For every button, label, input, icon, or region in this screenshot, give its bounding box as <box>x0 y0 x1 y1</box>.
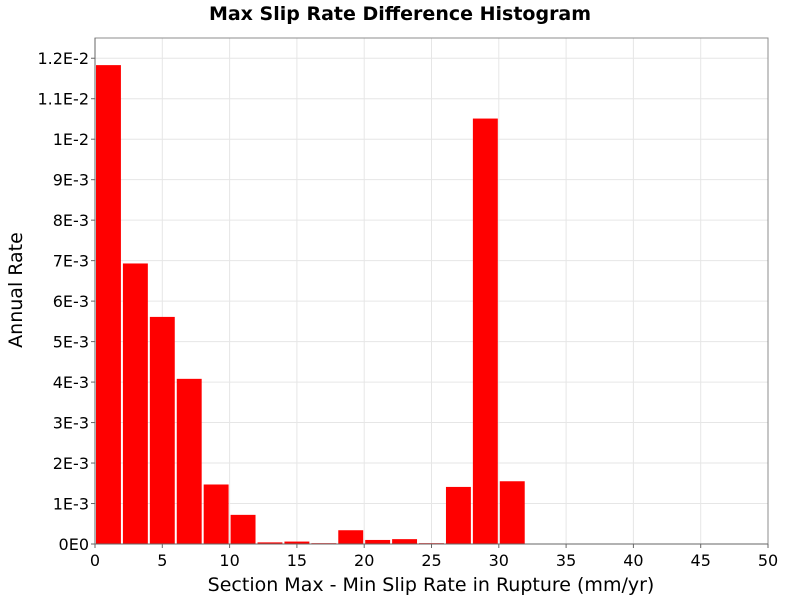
x-tick-label: 25 <box>421 551 441 570</box>
y-tick-label: 1E-2 <box>53 130 89 149</box>
x-tick-label: 0 <box>90 551 100 570</box>
y-tick-label: 9E-3 <box>53 171 89 190</box>
x-tick-label: 10 <box>219 551 239 570</box>
histogram-bar <box>149 316 175 544</box>
histogram-bar <box>122 263 148 544</box>
histogram-bar <box>365 539 391 544</box>
y-tick-label: 6E-3 <box>53 292 89 311</box>
y-tick-label: 4E-3 <box>53 373 89 392</box>
x-tick-label: 5 <box>157 551 167 570</box>
y-axis-label: Annual Rate <box>5 232 27 348</box>
axes: 0E0 1E-3 2E-3 3E-3 4E-3 5E-3 6E-3 7E-3 8E-3 9E-3 1… <box>37 38 778 570</box>
x-tick-label: 45 <box>691 551 711 570</box>
histogram-bar <box>284 541 310 544</box>
chart-title: Max Slip Rate Difference Histogram <box>209 3 591 25</box>
x-axis-label: Section Max - Min Slip Rate in Rupture (… <box>208 574 655 596</box>
histogram-bar <box>445 486 471 544</box>
x-tick-label: 35 <box>556 551 576 570</box>
histogram-bar <box>472 118 498 544</box>
y-tick-label: 7E-3 <box>53 252 89 271</box>
bars <box>96 65 525 545</box>
histogram-bar <box>96 65 121 545</box>
x-tick-label: 20 <box>354 551 374 570</box>
histogram-bar <box>338 530 364 544</box>
histogram-bar <box>392 539 418 544</box>
x-tick-label: 50 <box>758 551 778 570</box>
histogram-bar <box>257 542 283 544</box>
histogram-bar <box>203 484 229 544</box>
y-tick-label: 8E-3 <box>53 211 89 230</box>
y-tick-label: 5E-3 <box>53 333 89 352</box>
x-tick-label: 30 <box>489 551 509 570</box>
y-tick-label: 1.1E-2 <box>37 90 89 109</box>
histogram-bar <box>230 514 256 544</box>
x-tick-label: 40 <box>623 551 643 570</box>
y-tick-label: 1.2E-2 <box>37 49 89 68</box>
y-tick-label: 0E0 <box>59 535 89 554</box>
y-tick-label: 1E-3 <box>53 495 89 514</box>
y-tick-label: 3E-3 <box>53 414 89 433</box>
x-tick-label: 15 <box>287 551 307 570</box>
histogram-bar <box>176 378 202 544</box>
y-tick-label: 2E-3 <box>53 454 89 473</box>
histogram-bar <box>499 481 525 544</box>
